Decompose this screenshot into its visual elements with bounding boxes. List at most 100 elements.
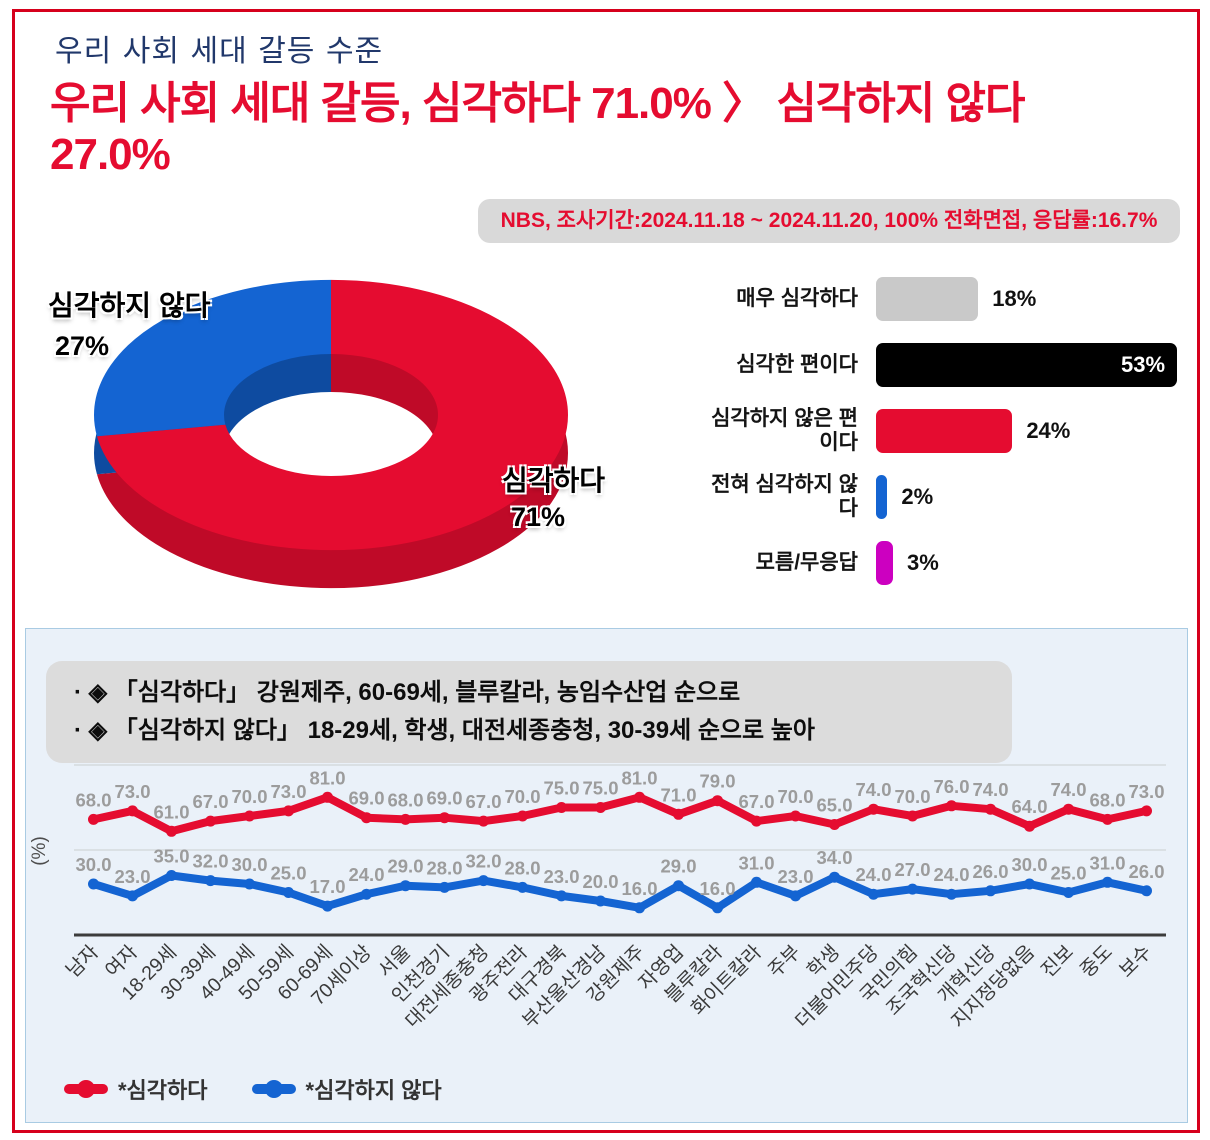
data-point [673,880,684,892]
data-point [400,880,411,892]
insight-line-serious: · ◈ 「심각하다」 강원제주, 60-69세, 블루칼라, 농임수산업 순으로 [74,679,741,706]
data-point-label: 81.0 [621,767,657,788]
bar-segment [876,409,1013,453]
data-point-label: 73.0 [270,781,306,802]
legend-marker-serious-icon [64,1080,108,1098]
data-point-label: 71.0 [660,784,696,805]
data-point [985,803,996,815]
data-point-label: 64.0 [1011,796,1047,817]
data-point [1063,803,1074,815]
data-point [868,888,879,900]
serious-line [89,793,1151,836]
data-point [595,802,606,813]
data-point [439,812,450,824]
data-point [829,871,840,883]
data-point [322,900,333,912]
data-point-label: 30.0 [75,854,111,875]
bar-segment [876,475,888,519]
data-point-label: 30.0 [231,854,267,875]
bar-row: 전혀 심각하지 않다 2% [700,473,1190,520]
bar-segment [876,277,979,321]
data-point [1102,813,1113,825]
data-point [244,810,255,822]
pie-value-not-serious: 27% [55,331,110,361]
data-point [166,825,177,837]
bar-category-label: 매우 심각하다 [736,287,858,311]
bar-row: 모름/무응답 3% [700,541,1190,585]
bar-category-label: 모름/무응답 [755,551,858,575]
data-point-label: 69.0 [348,788,384,809]
data-point-label: 67.0 [465,791,501,812]
data-point-label: 24.0 [855,864,891,885]
data-point [283,805,294,817]
data-point-label: 73.0 [114,781,150,802]
data-point [712,795,723,807]
data-point-label: 81.0 [309,767,345,788]
kicker-title: 우리 사회 세대 갈등 수준 [55,34,384,69]
data-point [790,810,801,822]
demographic-line-chart: (%)68.0 73.061.0 67.0 70.0 73.081.069.0 68.0 6… [31,764,1166,1033]
legend-marker-not-serious-icon [251,1080,296,1098]
data-point [595,895,606,907]
legend-item-serious: *심각하다 [64,1073,208,1105]
donut-top-layer [94,279,568,551]
data-point-label: 29.0 [387,856,423,877]
insight-box: · ◈ 「심각하다」 강원제주, 60-69세, 블루칼라, 농임수산업 순으로… [46,661,1012,763]
data-point-label: 30.0 [1011,854,1047,875]
data-point-label: 28.0 [504,857,540,878]
data-point-label: 28.0 [426,857,462,878]
data-point [517,810,528,822]
data-point-label: 67.0 [738,791,774,812]
data-point [868,803,879,815]
data-point-label: 29.0 [660,856,696,877]
data-point-label: 70.0 [231,786,267,807]
data-point [790,890,801,902]
data-point-label: 26.0 [972,861,1008,882]
data-point [907,883,918,895]
bar-track: 24% [876,409,1190,453]
data-point [829,819,840,830]
bar-row: 심각하지 않은 편이다 24% [700,407,1190,454]
chart-legend: *심각하다 *심각하지 않다 [64,1073,442,1105]
data-point-label: 20.0 [582,871,618,892]
not-serious-line [89,871,1151,912]
data-point [907,810,918,822]
demographic-panel: · ◈ 「심각하다」 강원제주, 60-69세, 블루칼라, 농임수산업 순으로… [25,628,1188,1123]
data-point-label: 74.0 [855,779,891,800]
data-point-label: 67.0 [192,791,228,812]
data-point [634,791,645,803]
y-axis-label: (%) [31,836,50,866]
bar-category-label: 심각한 편이다 [736,353,858,377]
data-point-label: 34.0 [816,847,852,868]
pie-label-not-serious: 심각하지 않다 [48,290,211,321]
pie-label-serious: 심각하다 [502,465,606,496]
data-point [673,808,684,820]
data-point-label: 76.0 [933,776,969,797]
bar-segment: 53% [876,343,1178,387]
data-point [127,890,138,902]
insight-line-not-serious: · ◈ 「심각하지 않다」 18-29세, 학생, 대전세종충청, 30-39세… [74,717,815,744]
survey-info-badge: NBS, 조사기간:2024.11.18 ~ 2024.11.20, 100% … [478,199,1180,243]
data-point-label: 73.0 [1128,781,1164,802]
data-point-label: 75.0 [582,778,618,799]
data-point [400,813,411,825]
headline: 우리 사회 세대 갈등, 심각하다 71.0% 〉 심각하지 않다 27.0% [50,79,1025,180]
bar-segment [876,541,894,585]
data-point-label: 32.0 [465,851,501,872]
bar-category-label: 심각하지 않은 편이다 [711,407,858,454]
data-point-label: 25.0 [1050,863,1086,884]
bar-track: 3% [876,541,1190,585]
bar-value-label: 53% [1120,352,1166,377]
data-point-label: 79.0 [699,771,735,792]
data-point-label: 26.0 [1128,861,1164,882]
data-point [439,881,450,893]
data-point [322,791,333,803]
donut-chart [94,279,568,589]
data-point-label: 74.0 [1050,779,1086,800]
bar-category-label: 전혀 심각하지 않다 [711,473,858,520]
data-point [556,802,567,813]
data-point [1141,805,1152,817]
x-category-label: 남자 [62,941,103,982]
bar-row: 매우 심각하다 18% [700,277,1190,321]
data-point [361,888,372,900]
